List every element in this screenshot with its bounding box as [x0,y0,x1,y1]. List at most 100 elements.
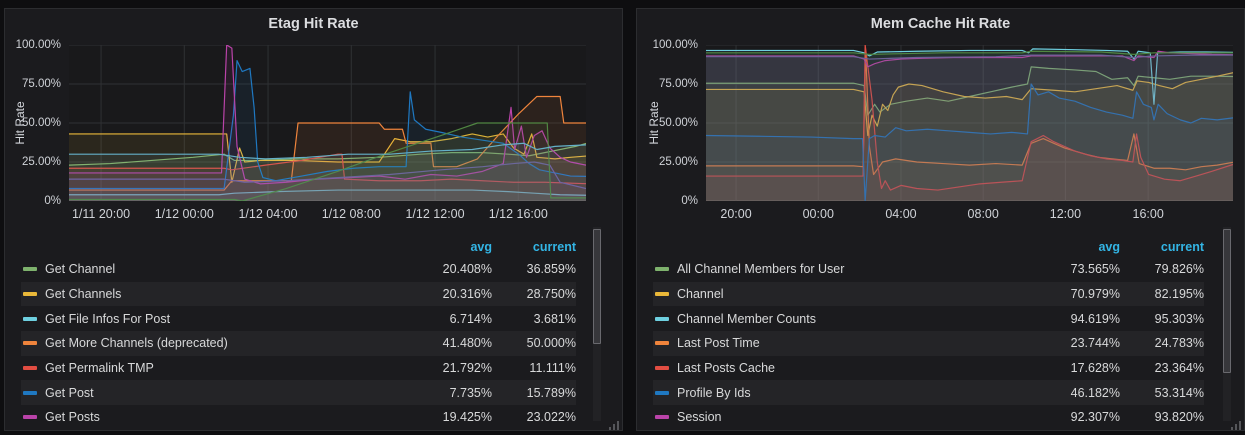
x-tick-label: 16:00 [1132,207,1164,221]
series-label[interactable]: Channel [677,287,724,302]
series-label[interactable]: Session [677,410,722,423]
y-tick-label: 50.00% [21,117,61,129]
legend-header-current[interactable]: current [532,239,576,254]
y-tick-labels: 100.00% 75.00% 50.00% 25.00% 0% [637,39,700,207]
series-current-value: 79.826% [1154,262,1204,277]
series-color-swatch[interactable] [23,316,37,321]
series-color-swatch[interactable] [655,415,669,420]
series-label[interactable]: Channel Member Counts [677,311,816,326]
series-avg-value: 21.792% [442,361,492,376]
legend-header-current[interactable]: current [1160,239,1204,254]
legend-table: avg current Get Channel 20.408% 36.859% … [21,236,576,423]
series-label[interactable]: All Channel Members for User [677,262,845,277]
x-tick-label: 04:00 [885,207,917,221]
resize-grip-icon [1231,421,1241,430]
y-tick-label: 75.00% [21,78,61,90]
series-current-value: 53.314% [1154,385,1204,400]
series-current-value: 15.789% [526,385,576,400]
legend-scrollbar[interactable] [1223,227,1231,421]
series-current-value: 11.111% [529,361,576,376]
series-current-value: 23.364% [1154,361,1204,376]
series-avg-value: 20.316% [442,287,492,302]
legend-header-avg[interactable]: avg [470,239,492,254]
legend-scrollbar[interactable] [593,227,601,421]
series-color-swatch[interactable] [655,267,669,272]
panel-title[interactable]: Etag Hit Rate [268,16,359,32]
legend-row: Get File Infos For Post 6.714% 3.681% [21,306,576,331]
y-tick-label: 0% [44,195,61,207]
series-label[interactable]: Last Post Time [677,336,760,351]
series-label[interactable]: Get Channels [45,287,122,302]
y-tick-label: 100.00% [652,39,698,51]
x-tick-label: 1/11 20:00 [71,207,131,221]
x-tick-label: 08:00 [967,207,999,221]
x-tick-labels: 1/11 20:00 1/12 00:00 1/12 04:00 1/12 08:00… [69,207,586,223]
y-tick-labels: 100.00% 75.00% 50.00% 25.00% 0% [5,39,63,207]
series-color-swatch[interactable] [655,366,669,371]
series-label[interactable]: Get Post [45,385,94,400]
series-label[interactable]: Get Channel [45,262,116,277]
series-current-value: 3.681% [533,311,576,326]
panel-mem-cache-hit-rate: Mem Cache Hit Rate Hit Rate 100.00% 75.00… [636,8,1245,431]
legend-rows: Get Channel 20.408% 36.859% Get Channels… [21,257,576,423]
panel-title[interactable]: Mem Cache Hit Rate [870,16,1011,32]
legend-header: avg current [21,236,576,257]
series-color-swatch[interactable] [23,267,37,272]
scrollbar-thumb[interactable] [593,229,601,344]
series-label[interactable]: Get Permalink TMP [45,361,154,376]
legend-row: Channel 70.979% 82.195% [653,281,1204,307]
y-tick-label: 25.00% [21,156,61,168]
legend-row: Get Channels 20.316% 28.750% [21,281,576,307]
series-color-swatch[interactable] [655,292,669,297]
legend-row: Channel Member Counts 94.619% 95.303% [653,306,1204,331]
x-tick-label: 1/12 08:00 [321,207,381,221]
resize-grip-icon [609,421,619,430]
y-tick-label: 50.00% [658,117,698,129]
chart-canvas [706,45,1233,201]
series-current-value: 23.022% [526,410,576,423]
plot-area[interactable] [69,45,586,201]
legend-row: Get Channel 20.408% 36.859% [21,257,576,282]
legend-row: All Channel Members for User 73.565% 79.… [653,257,1204,282]
series-avg-value: 92.307% [1070,410,1120,423]
y-tick-label: 0% [681,195,698,207]
series-avg-value: 17.628% [1070,361,1120,376]
series-label[interactable]: Get File Infos For Post [45,311,171,326]
x-tick-label: 1/12 00:00 [154,207,214,221]
x-tick-label: 1/12 16:00 [488,207,548,221]
series-avg-value: 94.619% [1070,311,1120,326]
series-color-swatch[interactable] [23,390,37,395]
legend-table: avg current All Channel Members for User… [653,236,1204,423]
series-label[interactable]: Last Posts Cache [677,361,775,376]
x-tick-label: 1/12 12:00 [405,207,465,221]
scrollbar-thumb[interactable] [1223,229,1231,373]
series-avg-value: 23.744% [1070,336,1120,351]
series-avg-value: 19.425% [442,410,492,423]
chart-canvas [69,45,586,201]
series-color-swatch[interactable] [23,366,37,371]
series-color-swatch[interactable] [655,390,669,395]
plot-area[interactable] [706,45,1233,201]
panel-resize-handle[interactable] [1231,417,1241,430]
series-label[interactable]: Get More Channels (deprecated) [45,336,228,351]
series-avg-value: 7.735% [449,385,492,400]
y-tick-label: 100.00% [15,39,61,51]
series-avg-value: 73.565% [1070,262,1120,277]
series-color-swatch[interactable] [23,292,37,297]
legend-row: Session 92.307% 93.820% [653,405,1204,423]
series-label[interactable]: Get Posts [45,410,100,423]
series-color-swatch[interactable] [655,316,669,321]
legend-header: avg current [653,236,1204,257]
series-color-swatch[interactable] [23,341,37,346]
series-avg-value: 46.182% [1070,385,1120,400]
series-color-swatch[interactable] [655,341,669,346]
x-tick-label: 1/12 04:00 [238,207,298,221]
legend-rows: All Channel Members for User 73.565% 79.… [653,257,1204,423]
series-avg-value: 6.714% [449,311,492,326]
y-tick-label: 75.00% [658,78,698,90]
legend-header-avg[interactable]: avg [1098,239,1120,254]
series-label[interactable]: Profile By Ids [677,385,751,400]
series-color-swatch[interactable] [23,415,37,420]
legend-row: Last Post Time 23.744% 24.783% [653,331,1204,356]
panel-resize-handle[interactable] [609,417,619,430]
